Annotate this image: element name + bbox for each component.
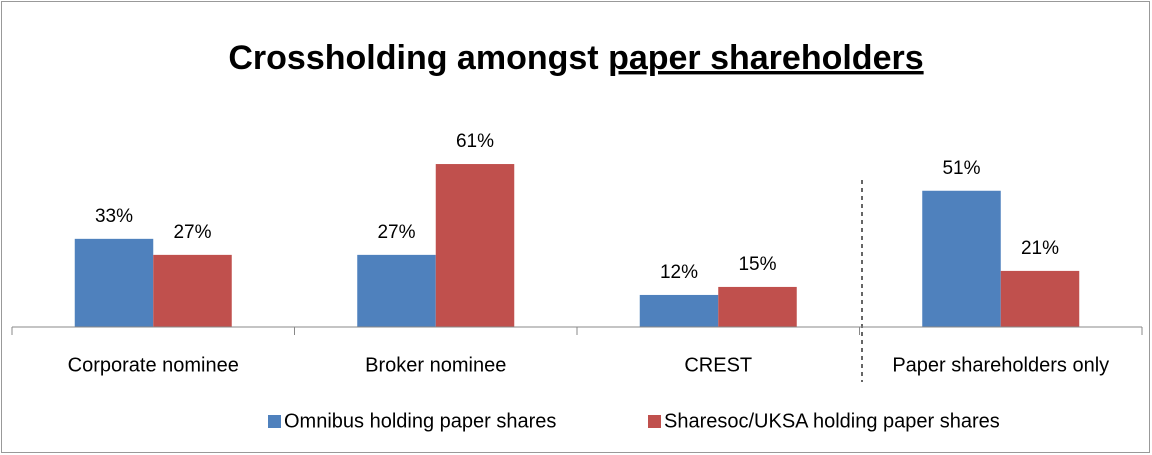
data-label: 51% bbox=[942, 158, 980, 179]
data-label: 12% bbox=[660, 262, 698, 283]
chart-title: Crossholding amongst paper shareholders bbox=[228, 39, 923, 77]
x-tick-label: CREST bbox=[684, 354, 752, 376]
data-label: 27% bbox=[173, 222, 211, 243]
bar bbox=[718, 286, 797, 327]
data-label: 27% bbox=[377, 222, 415, 243]
legend-swatch bbox=[268, 415, 281, 428]
bar bbox=[153, 254, 232, 327]
legend-swatch bbox=[648, 415, 661, 428]
title-part-underlined: paper shareholders bbox=[608, 39, 924, 77]
bar bbox=[74, 238, 154, 327]
title-part: Crossholding amongst bbox=[228, 39, 598, 77]
data-label: 61% bbox=[456, 131, 494, 152]
data-label: 33% bbox=[95, 206, 133, 227]
bar bbox=[1000, 270, 1080, 327]
legend-label: Omnibus holding paper shares bbox=[284, 410, 556, 432]
legend-label: Sharesoc/UKSA holding paper shares bbox=[664, 410, 1000, 432]
x-tick-label: Broker nominee bbox=[365, 354, 506, 376]
bar bbox=[357, 254, 436, 327]
x-tick-label: Paper shareholders only bbox=[892, 354, 1109, 376]
bar bbox=[639, 294, 719, 327]
bar bbox=[922, 190, 1001, 327]
bar bbox=[435, 164, 515, 327]
data-label: 15% bbox=[738, 254, 776, 275]
x-tick-label: Corporate nominee bbox=[68, 354, 239, 376]
data-label: 21% bbox=[1021, 238, 1059, 259]
